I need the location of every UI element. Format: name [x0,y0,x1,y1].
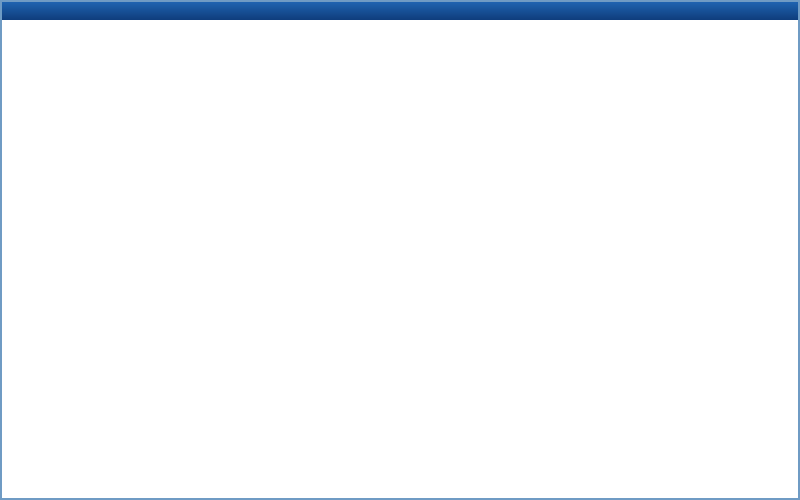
title-bar [2,2,798,20]
humidity-chart [2,20,798,498]
